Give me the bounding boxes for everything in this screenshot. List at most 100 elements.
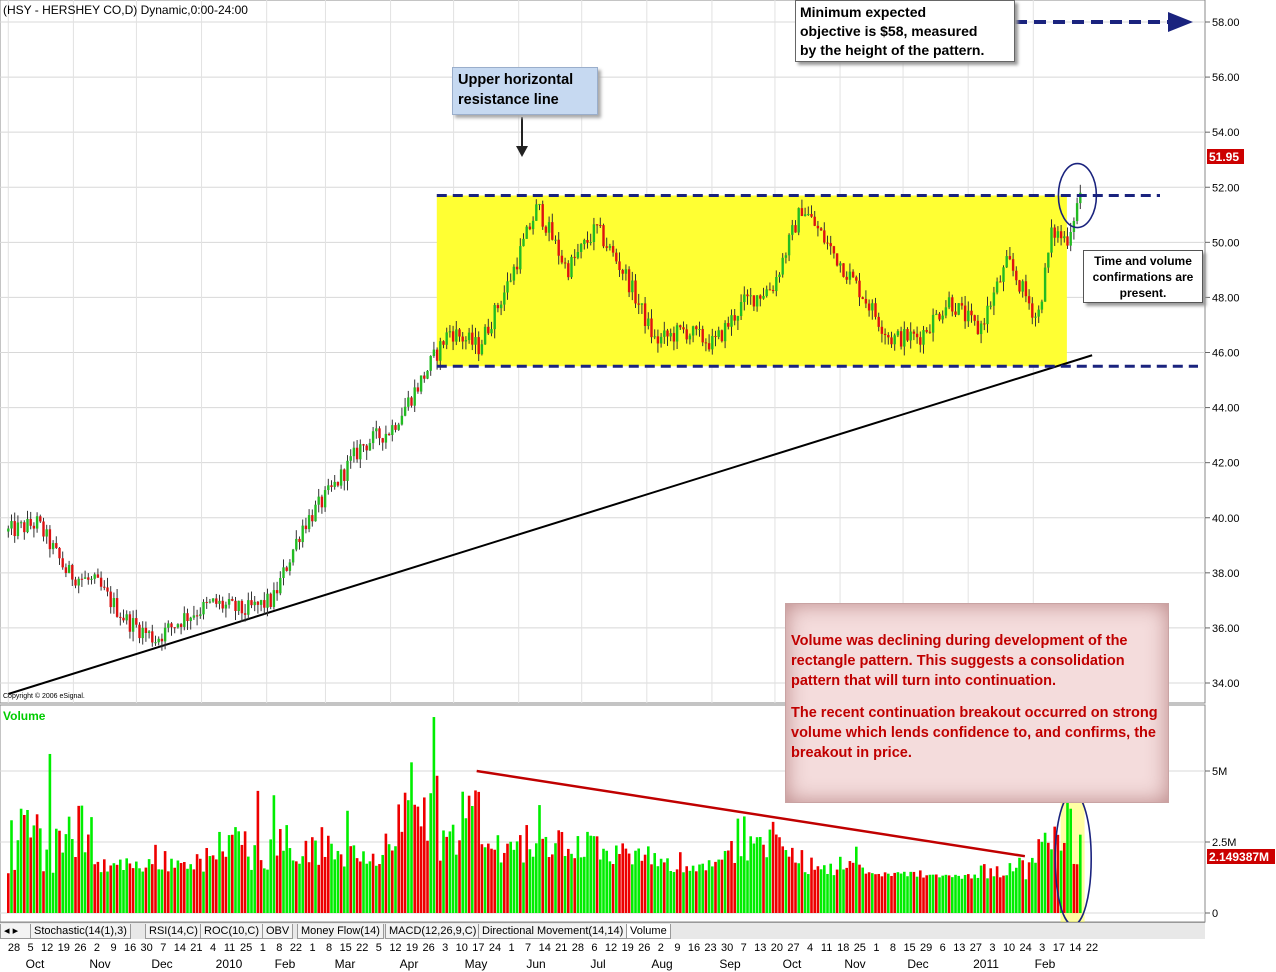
volume-bar [218,831,221,913]
volume-bar [989,868,993,913]
volume-bar [720,859,724,913]
tab-roc-10-c[interactable]: ROC(10,C) [200,924,264,939]
candle-body [410,397,413,406]
candle-body [461,336,464,342]
date-day-label: 13 [953,942,965,954]
volume-bar [733,862,737,913]
candle-body [365,445,368,451]
volume-bar [679,852,682,913]
volume-bar [346,810,349,913]
volume-bar [704,870,708,913]
date-day-label: 9 [110,942,116,954]
price-tick-label: 50.00 [1212,237,1240,249]
volume-bar [311,837,314,913]
volume-bar [528,849,532,913]
candle-body [733,315,736,321]
candle-body [823,230,826,243]
price-tick-label: 36.00 [1212,623,1240,635]
date-day-label: 18 [837,942,849,954]
candle-body [752,295,756,307]
tab-volume[interactable]: Volume [626,924,671,939]
volume-bar [759,836,762,913]
candle-body [650,318,653,338]
volume-note-2: The recent continuation breakout occurre… [791,705,1158,761]
candle-body [781,257,784,275]
tab-obv[interactable]: OBV [262,924,294,939]
volume-bar [867,872,871,913]
candle-body [631,280,634,293]
volume-bar [144,867,148,913]
date-month-label: Feb [275,957,296,971]
candle-body [512,266,516,281]
volume-bar [749,836,753,913]
volume-bar [291,860,295,913]
candle-body [192,615,196,618]
candle-body [237,600,240,611]
candle-body [669,333,672,337]
volume-bar [887,873,890,913]
candle-body [163,627,167,642]
volume-bar [119,859,122,913]
tab-macd-12-26-9-c[interactable]: MACD(12,26,9,C) [385,924,481,939]
candle-body [263,600,266,608]
volume-bar [141,871,145,913]
date-day-label: 8 [890,942,896,954]
candle-body [256,601,260,605]
candle-body [963,305,967,322]
candle-body [531,220,535,230]
candle-body [589,242,592,244]
volume-bar [535,843,538,913]
tab-rsi-14-c[interactable]: RSI(14,C) [145,924,202,939]
volume-bar [1037,839,1041,913]
candle-body [243,613,247,615]
volume-bar [637,848,641,913]
volume-bar [544,836,548,913]
volume-bar [170,858,173,913]
candle-body [915,333,919,338]
candle-body [586,239,589,243]
volume-bar [851,862,855,913]
date-day-label: 19 [406,942,418,954]
svg-text:51.95: 51.95 [1209,150,1239,164]
volume-bar [723,850,727,913]
volume-bar [727,850,730,913]
candle-body [1005,256,1008,268]
volume-bar [493,849,497,913]
volume-bar [307,862,311,913]
date-day-label: 14 [1069,942,1081,954]
candle-body [429,356,432,371]
volume-bar [563,856,567,913]
tab-money-flow-14[interactable]: Money Flow(14) [297,924,384,939]
candle-body [554,239,557,241]
tab-nav-arrows[interactable]: ◂ ▸ [0,924,36,939]
date-day-label: 19 [58,942,70,954]
volume-bar [915,876,919,913]
candle-body [656,336,660,344]
candle-body [170,623,173,628]
volume-bar [557,830,561,913]
volume-bar [234,827,237,913]
volume-bar [595,836,599,913]
candle-body [615,252,618,262]
candle-body [397,424,400,430]
tab-directional-movement-14-14[interactable]: Directional Movement(14,14) [478,924,628,939]
volume-bar [333,859,337,913]
candle-body [83,577,87,579]
volume-bar [131,868,135,913]
volume-bar [282,850,285,913]
candle-body [378,428,381,439]
candle-body [711,335,714,350]
candle-body [32,525,36,529]
volume-bar [221,851,225,913]
volume-bar [583,856,586,913]
volume-bar [298,863,301,913]
candle-body [483,326,487,345]
tab-stochastic-14-1-3[interactable]: Stochastic(14(1),3) [30,924,131,939]
candle-body [448,331,452,333]
volume-bar [269,839,273,913]
candle-body [634,280,637,304]
candle-body [951,297,954,312]
candle-body [314,504,317,522]
candle-body [413,387,416,406]
date-day-label: 26 [74,942,86,954]
